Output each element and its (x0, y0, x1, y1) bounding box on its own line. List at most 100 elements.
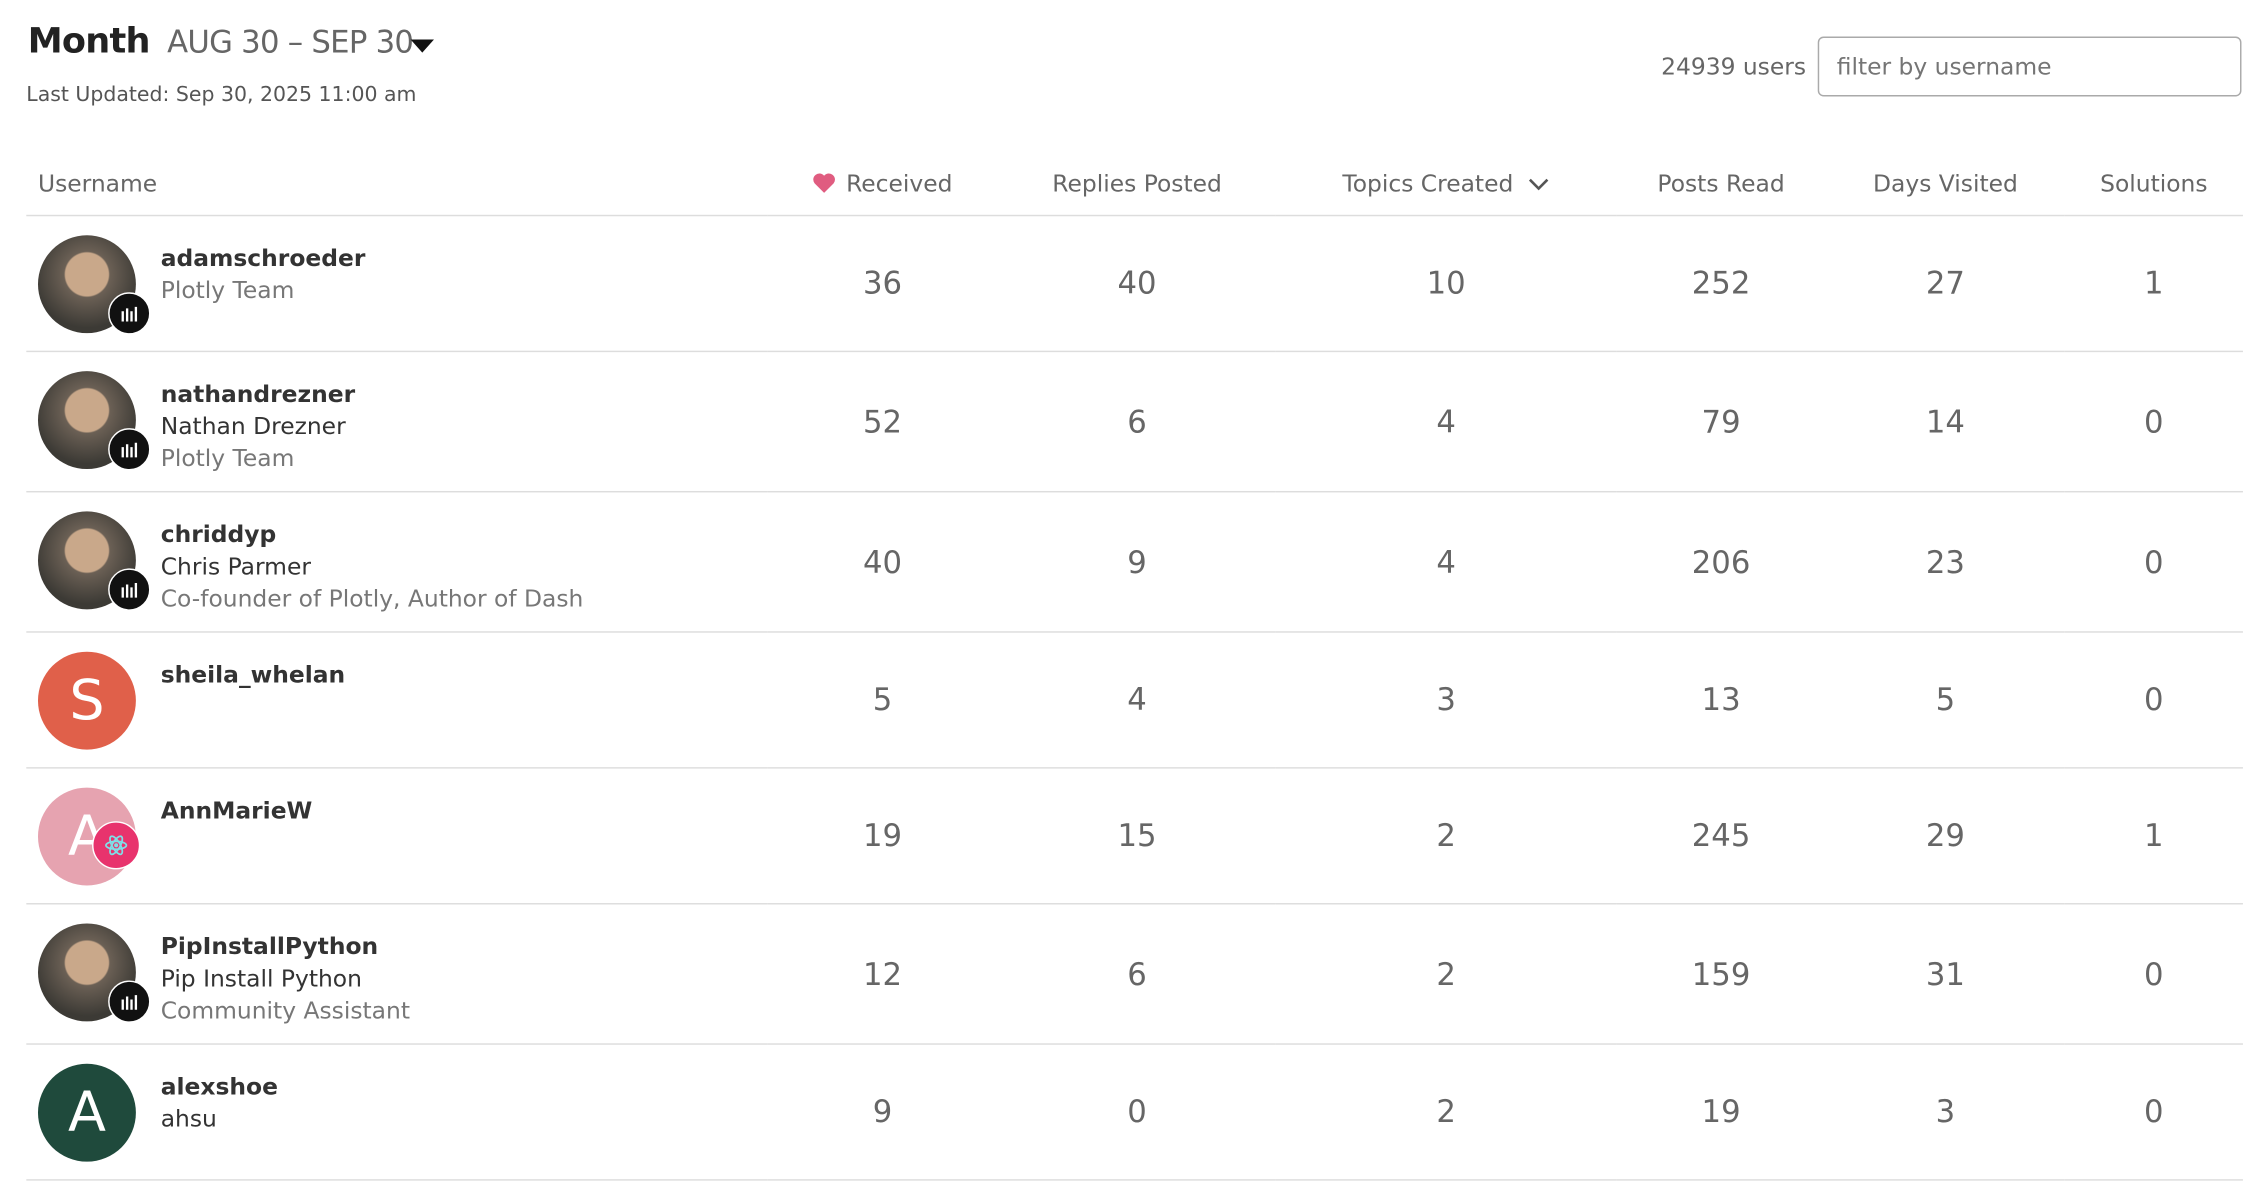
stat-cell: 245 (1615, 767, 1827, 905)
user-row: adamschroeder Plotly Team 36 40 10 252 27 1 (26, 215, 2243, 353)
stat-cell: 15 (997, 767, 1277, 905)
stat-cell: 10 (1276, 215, 1616, 353)
team-badge (108, 428, 151, 471)
stat-cell: 9 (767, 1044, 998, 1181)
column-header[interactable]: Topics Created (1276, 151, 1616, 217)
badge-icon (121, 995, 138, 1010)
avatar: S (37, 651, 136, 750)
stat-cell: 159 (1615, 903, 1827, 1045)
sort-chevron (1528, 178, 1548, 191)
user-row: A AnnMarieW 19 15 2 245 29 1 (26, 767, 2243, 905)
column-label: Solutions (2100, 169, 2208, 198)
team-badge (108, 980, 151, 1023)
user-info: sheila_whelan (161, 641, 766, 758)
stat-cell: 9 (997, 491, 1277, 633)
header-row: Username Received Replies Posted Topics Cre… (26, 151, 2243, 217)
column-header[interactable]: Posts Read (1615, 151, 1827, 217)
user-info: PipInstallPython Pip Install Python Commun… (161, 913, 766, 1034)
stat-cell: 2 (1276, 767, 1616, 905)
stat-cell: 27 (1826, 215, 2065, 353)
username[interactable]: chriddyp (160, 520, 277, 548)
user-info: alexshoe ahsu (161, 1054, 766, 1171)
user-title: Co-founder of Plotly, Author of Dash (160, 584, 584, 613)
stat-cell: 13 (1615, 631, 1827, 769)
stat-cell: 19 (1615, 1044, 1827, 1181)
stat-cell: 252 (1615, 215, 1827, 353)
stat-cell: 6 (997, 903, 1277, 1045)
display-name: ahsu (160, 1104, 217, 1133)
stat-cell: 4 (1276, 491, 1616, 633)
period-title: Month AUG 30 – SEP 30 (28, 20, 414, 61)
team-badge (108, 292, 151, 335)
stat-cell: 3 (1276, 631, 1616, 769)
column-header: Username (26, 151, 768, 217)
username[interactable]: alexshoe (160, 1072, 278, 1101)
date-range: AUG 30 – SEP 30 (167, 24, 414, 60)
avatar: A (37, 1063, 136, 1162)
column-label: Username (37, 169, 158, 198)
stat-cell: 40 (767, 491, 998, 633)
username[interactable]: adamschroeder (160, 244, 366, 272)
team-badge (108, 568, 151, 611)
username[interactable]: AnnMarieW (160, 796, 313, 825)
stat-cell: 31 (1826, 903, 2065, 1045)
user-cell: A AnnMarieW (26, 767, 768, 905)
username[interactable]: nathandrezner (160, 379, 356, 408)
stat-cell: 5 (767, 631, 998, 769)
badge-icon (121, 306, 138, 322)
stat-cell: 19 (767, 767, 998, 905)
stat-cell: 0 (2064, 491, 2243, 633)
user-row: nathandrezner Nathan Drezner Plotly Team 52… (26, 351, 2243, 493)
stat-cell: 1 (2064, 767, 2243, 905)
display-name: Pip Install Python (160, 964, 362, 993)
column-label: Received (846, 169, 953, 198)
user-row: PipInstallPython Pip Install Python Commun… (26, 903, 2243, 1045)
stat-cell: 79 (1615, 351, 1827, 493)
badge-icon (121, 583, 138, 598)
user-info: chriddyp Chris Parmer Co-founder of Plotly… (161, 501, 766, 622)
username[interactable]: sheila_whelan (160, 660, 346, 689)
user-title: Plotly Team (160, 276, 295, 304)
column-header[interactable]: Days Visited (1826, 151, 2065, 217)
column-header[interactable]: Replies Posted (997, 151, 1277, 217)
user-title: Community Assistant (160, 996, 410, 1025)
badge-icon (121, 442, 138, 458)
user-cell: adamschroeder Plotly Team (26, 215, 768, 353)
stat-cell: 36 (767, 215, 998, 353)
period-dropdown[interactable] (410, 39, 434, 53)
column-label: Replies Posted (1052, 169, 1222, 198)
stat-cell: 52 (767, 351, 998, 493)
column-label: Topics Created (1342, 169, 1514, 198)
user-cell: PipInstallPython Pip Install Python Commun… (26, 903, 768, 1045)
stat-cell: 0 (997, 1044, 1277, 1181)
user-count: 24939 users (1661, 52, 1807, 81)
user-cell: chriddyp Chris Parmer Co-founder of Plotly… (26, 491, 768, 633)
badge-icon (105, 835, 128, 856)
display-name: Nathan Drezner (160, 412, 346, 440)
heart-icon (813, 173, 836, 193)
stat-cell: 14 (1826, 351, 2065, 493)
user-title: Plotly Team (160, 444, 295, 472)
stat-cell: 6 (997, 351, 1277, 493)
display-name: Chris Parmer (160, 552, 311, 581)
column-header[interactable]: Received (767, 151, 998, 217)
stat-cell: 12 (767, 903, 998, 1045)
username[interactable]: PipInstallPython (160, 932, 379, 961)
stat-cell: 2 (1276, 1044, 1616, 1181)
stat-cell: 3 (1826, 1044, 2065, 1181)
stat-cell: 4 (1276, 351, 1616, 493)
stat-cell: 0 (2064, 1044, 2243, 1181)
stat-cell: 0 (2064, 631, 2243, 769)
stat-cell: 0 (2064, 903, 2243, 1045)
stat-cell: 29 (1826, 767, 2065, 905)
user-info: adamschroeder Plotly Team (161, 225, 766, 342)
user-cell: nathandrezner Nathan Drezner Plotly Team (26, 351, 768, 493)
user-info: AnnMarieW (161, 777, 766, 894)
stat-cell: 5 (1826, 631, 2065, 769)
column-header[interactable]: Solutions (2064, 151, 2243, 217)
filter-input[interactable] (1817, 36, 2242, 97)
stat-cell: 23 (1826, 491, 2065, 633)
